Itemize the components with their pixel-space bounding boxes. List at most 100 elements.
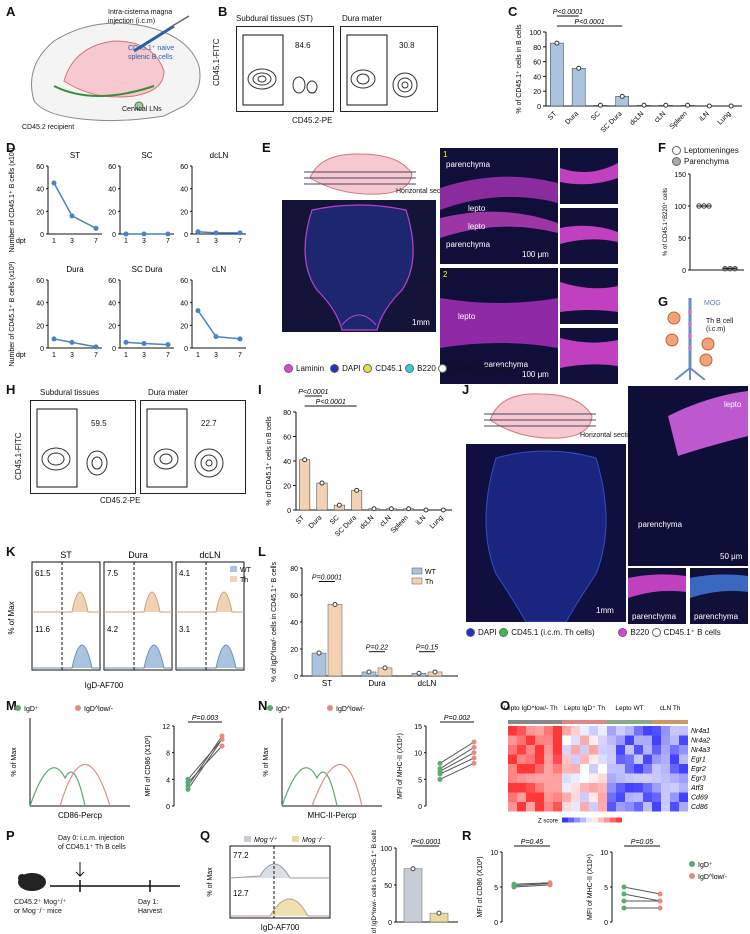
x-tick-label: cLN bbox=[379, 514, 393, 528]
subplot-title: ST bbox=[70, 151, 80, 160]
y-tick-label: 0 bbox=[418, 804, 422, 811]
legend-swatch-wt bbox=[230, 566, 237, 572]
heatmap-cell bbox=[670, 773, 679, 783]
heatmap-cell bbox=[652, 764, 661, 774]
group-bar bbox=[607, 720, 652, 724]
data-point bbox=[123, 339, 129, 345]
heatmap-cell bbox=[607, 802, 616, 812]
series-line bbox=[197, 310, 241, 340]
y-tick-label: 100 bbox=[529, 30, 541, 37]
heatmap-cell bbox=[544, 783, 553, 793]
flow-b-title-right: Dura mater bbox=[342, 14, 383, 23]
legend-text: Laminin bbox=[296, 364, 325, 373]
panel-label-d: D bbox=[6, 140, 16, 155]
heatmap-cell bbox=[679, 735, 688, 745]
p-value: P<0.0001 bbox=[574, 19, 604, 26]
zoom-1-num: 1 bbox=[443, 150, 448, 159]
bar bbox=[550, 42, 564, 107]
scale-cell bbox=[586, 817, 592, 823]
y-axis-label: % of CD45.1⁺B220⁺ cells bbox=[662, 188, 669, 256]
heatmap-cell bbox=[544, 754, 553, 764]
legend-text: DAPI bbox=[478, 628, 497, 637]
y-tick-label: 100 bbox=[380, 846, 392, 853]
panel-label-c: C bbox=[508, 4, 518, 19]
group-bar bbox=[562, 720, 607, 724]
heatmap-cell bbox=[634, 783, 643, 793]
zoom-1-lepto-a: lepto bbox=[468, 204, 486, 213]
legend-swatch bbox=[405, 364, 415, 373]
heatmap-cell bbox=[526, 792, 535, 802]
pair-line bbox=[439, 746, 475, 770]
bar bbox=[327, 604, 343, 677]
heatmap-cell bbox=[634, 735, 643, 745]
heatmap-cell bbox=[571, 754, 580, 764]
legend-swatch bbox=[363, 364, 373, 373]
heatmap-cell bbox=[598, 792, 607, 802]
mice-line2: or Mog⁻/⁻ mice bbox=[14, 908, 62, 915]
x-tick-label: 3 bbox=[142, 238, 146, 245]
legend-th: Th bbox=[425, 579, 433, 586]
subplot-title: SC Dura bbox=[132, 265, 163, 274]
day0-label: Day 0: i.c.m. injection of CD45.1⁺ Th B … bbox=[58, 834, 126, 852]
data-point bbox=[165, 231, 171, 237]
heatmap-cell bbox=[661, 773, 670, 783]
zoom-1-lepto-b: lepto bbox=[468, 222, 486, 231]
data-point-igdlow bbox=[657, 905, 663, 911]
y-tick-label: 40 bbox=[283, 459, 291, 466]
flow-b-left-plot: 84.6 bbox=[236, 26, 334, 112]
zoom-j-parenchyma: parenchyma bbox=[638, 520, 683, 529]
y-axis-label: Number of CD45.1⁺ B cells (x10³) bbox=[9, 148, 16, 253]
y-tick-label: 0 bbox=[604, 920, 608, 927]
bar bbox=[311, 652, 327, 677]
chart-l: 0 20 40 60 80 ST P=0.0001 Dura P=0.22 dcLN P=0.15 W… bbox=[271, 561, 458, 688]
heatmap-cell bbox=[616, 726, 625, 736]
x-tick-label: Spleen bbox=[390, 514, 410, 534]
heatmap-cell bbox=[580, 783, 589, 793]
y-tick-label: 20 bbox=[533, 89, 541, 96]
heatmap-cell bbox=[589, 735, 598, 745]
histogram-igdlow bbox=[59, 763, 111, 807]
scale-cell bbox=[592, 817, 598, 823]
zoom-j-b-parenchyma: parenchyma bbox=[694, 612, 739, 621]
x-tick-label: Lung bbox=[429, 514, 445, 530]
legend-item: B220 bbox=[405, 364, 436, 373]
heatmap-cell bbox=[580, 726, 589, 736]
heatmap-cell bbox=[589, 726, 598, 736]
heatmap-cell bbox=[562, 754, 571, 764]
panel-label-h: H bbox=[6, 382, 16, 397]
x-tick-label: 1 bbox=[196, 238, 200, 245]
flow-b-right-plot: 30.8 bbox=[340, 26, 438, 112]
y-tick-label: 60 bbox=[180, 278, 188, 285]
x-tick-label: Dura bbox=[308, 514, 324, 530]
heatmap-cell bbox=[553, 754, 562, 764]
data-point-igdlow bbox=[657, 891, 663, 897]
day1-label: Day 1: Harvest bbox=[138, 898, 162, 916]
y-tick-label: 60 bbox=[283, 435, 291, 442]
legend-igdlow: IgD^low/- bbox=[336, 706, 366, 713]
heatmap-cell bbox=[679, 783, 688, 793]
y-axis-label-2: % of IgD^low/- cells in CD45.1⁺ B cells bbox=[371, 830, 378, 934]
data-point-igdlow bbox=[471, 739, 477, 745]
zoom-j-a: parenchyma bbox=[628, 568, 686, 624]
zoom-1-parenchyma-top: parenchyma bbox=[446, 160, 491, 169]
heatmap-cell bbox=[679, 754, 688, 764]
heatmap-cell bbox=[508, 735, 517, 745]
x-tick-label: cLN bbox=[653, 110, 667, 124]
legend-swatch bbox=[330, 364, 340, 373]
heatmap-cell bbox=[589, 764, 598, 774]
bottom-value: 4.2 bbox=[107, 625, 119, 634]
heatmap-cell bbox=[679, 764, 688, 774]
gene-label: Nr4a2 bbox=[691, 738, 710, 745]
x-axis-label: dpt bbox=[16, 352, 26, 359]
subplot-title: SC bbox=[141, 151, 152, 160]
day1-line1: Day 1: bbox=[138, 899, 159, 906]
x-tick-label: 7 bbox=[166, 238, 170, 245]
heatmap-cell bbox=[643, 792, 652, 802]
heatmap-cell bbox=[544, 735, 553, 745]
legend-swatch bbox=[466, 628, 475, 637]
heatmap-cell bbox=[517, 735, 526, 745]
zoom-2a-e bbox=[560, 268, 618, 324]
data-point bbox=[436, 910, 442, 916]
legend-mogko: Mog⁻/⁻ bbox=[302, 837, 326, 844]
x-tick-label: ST bbox=[295, 514, 307, 526]
